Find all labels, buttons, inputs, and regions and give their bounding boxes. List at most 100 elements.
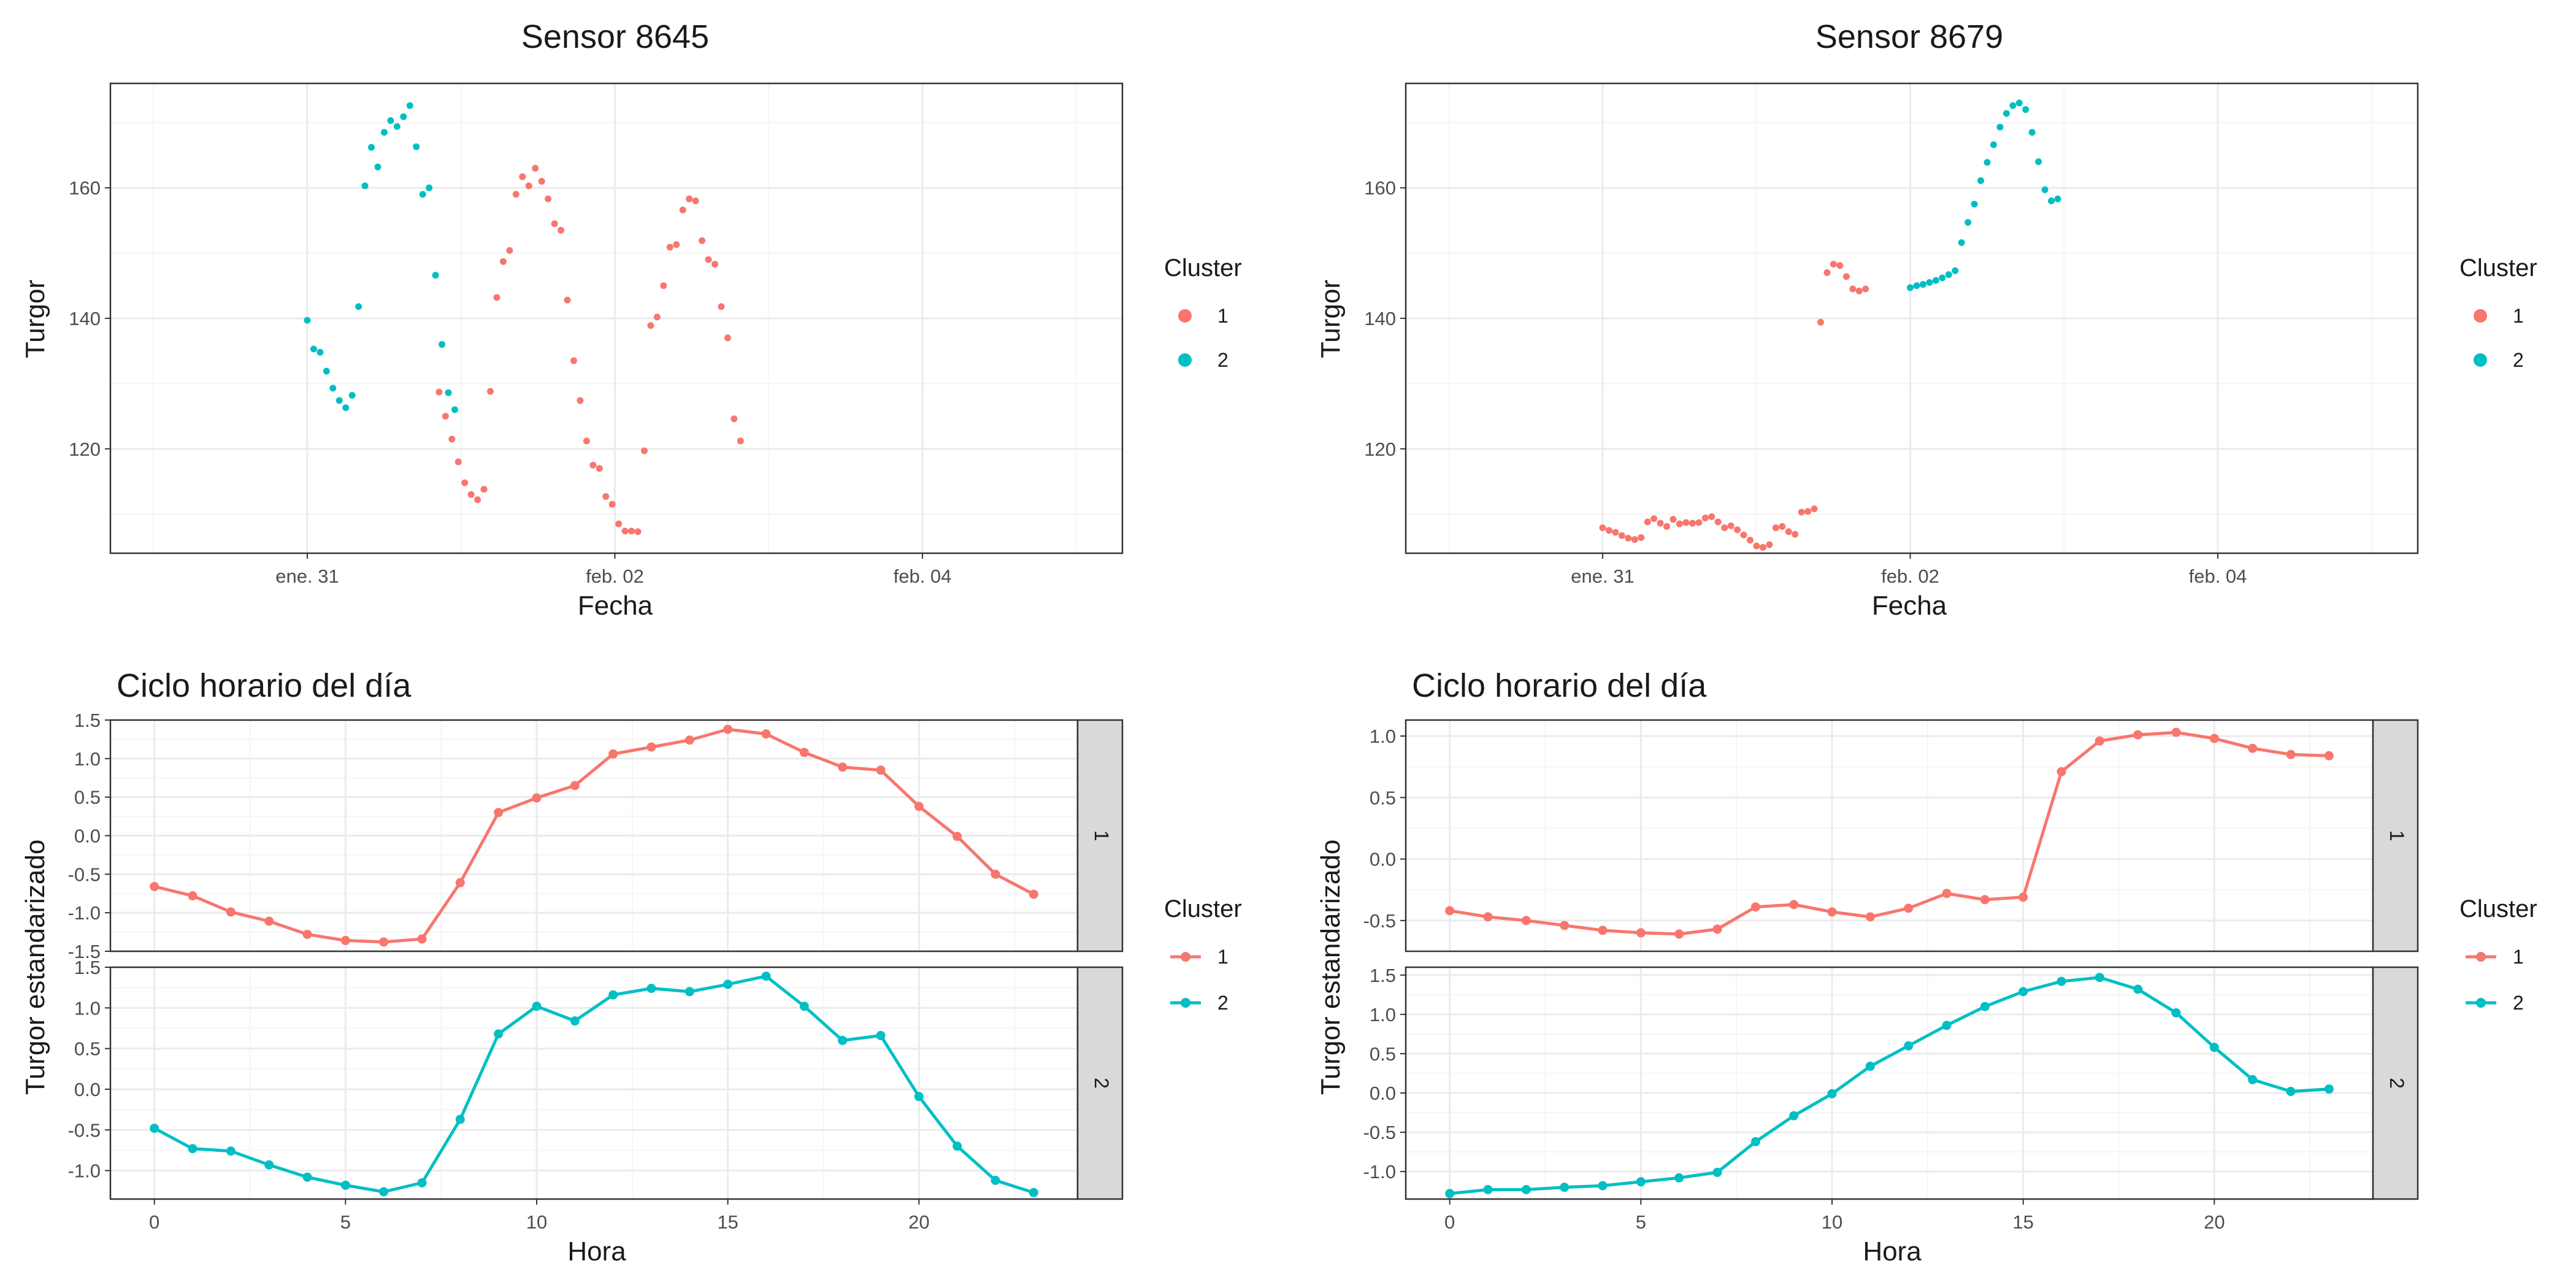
data-point-cluster-2 <box>1598 1181 1608 1190</box>
legend-key-1 <box>2474 309 2487 323</box>
data-point-cluster-1 <box>1942 889 1952 899</box>
data-point-cluster-1 <box>761 729 771 739</box>
y-tick-label: 120 <box>69 439 101 460</box>
y-tick-label: 0.5 <box>1370 787 1396 808</box>
x-tick-label: ene. 31 <box>275 565 339 587</box>
data-point-cluster-1 <box>525 182 532 190</box>
y-tick-label: -0.5 <box>68 1119 101 1141</box>
data-point-cluster-2 <box>2286 1086 2296 1096</box>
data-point-cluster-2 <box>914 1092 924 1102</box>
data-point-cluster-1 <box>1830 261 1837 268</box>
data-point-cluster-1 <box>570 357 577 364</box>
data-point-cluster-1 <box>724 334 731 342</box>
data-point-cluster-1 <box>876 765 886 775</box>
y-tick-label: 0.0 <box>1370 1083 1396 1104</box>
data-point-cluster-1 <box>532 164 539 172</box>
data-point-cluster-2 <box>2133 984 2143 994</box>
data-point-cluster-2 <box>310 345 317 353</box>
data-point-cluster-2 <box>2015 99 2023 107</box>
data-point-cluster-1 <box>2018 892 2028 902</box>
data-point-cluster-1 <box>487 388 494 395</box>
x-axis-title: Fecha <box>578 591 653 621</box>
data-point-cluster-1 <box>1817 318 1824 326</box>
data-point-cluster-2 <box>2054 195 2061 202</box>
panel-background <box>1406 967 2373 1199</box>
chart-ciclo8645: Ciclo horario del día -1.5 -1.0 -0.5 0.0 0.5… <box>20 667 1242 1267</box>
y-tick-label: -0.5 <box>1363 910 1396 932</box>
data-point-cluster-1 <box>1714 518 1722 526</box>
y-tick-label: -1.5 <box>68 941 101 962</box>
x-axis-title: Fecha <box>1872 591 1947 621</box>
data-point-cluster-2 <box>2022 106 2030 113</box>
data-point-cluster-1 <box>1483 912 1493 922</box>
x-tick-label: feb. 02 <box>586 565 644 587</box>
data-point-cluster-1 <box>1445 906 1455 916</box>
data-point-cluster-1 <box>621 527 629 535</box>
data-point-cluster-2 <box>570 1016 580 1026</box>
panel-background <box>1406 720 2373 951</box>
data-point-cluster-1 <box>1721 524 1728 532</box>
data-point-cluster-1 <box>647 322 654 329</box>
data-point-cluster-1 <box>1849 285 1857 293</box>
chart-ciclo8679: Ciclo horario del día -0.5 0.0 0.5 1.0 1 -1.0… <box>1316 667 2537 1267</box>
x-tick-label: 10 <box>1822 1211 1842 1233</box>
data-point-cluster-2 <box>340 1180 350 1190</box>
data-point-cluster-2 <box>1560 1183 1570 1192</box>
x-tick-label: 15 <box>2012 1211 2033 1233</box>
data-point-cluster-2 <box>1789 1111 1799 1121</box>
data-point-cluster-1 <box>1862 285 1869 293</box>
data-point-cluster-1 <box>1980 895 1990 905</box>
data-point-cluster-2 <box>368 144 375 151</box>
data-point-cluster-1 <box>602 493 610 500</box>
data-point-cluster-2 <box>1952 267 1959 274</box>
x-tick-label: feb. 04 <box>894 565 952 587</box>
x-axis-title: Hora <box>567 1236 626 1267</box>
series-line-cluster-2 <box>1449 976 2329 1195</box>
data-point-cluster-1 <box>558 226 565 234</box>
data-point-cluster-1 <box>686 195 693 202</box>
data-point-cluster-1 <box>953 832 962 841</box>
x-tick-label: 0 <box>149 1211 159 1233</box>
data-point-cluster-2 <box>876 1030 886 1040</box>
y-tick-label: 0.5 <box>74 1038 101 1060</box>
data-point-cluster-1 <box>1712 924 1722 934</box>
facet-strip <box>2372 966 2419 1200</box>
data-point-cluster-1 <box>2324 751 2334 761</box>
data-point-cluster-2 <box>329 385 337 392</box>
data-point-cluster-2 <box>1945 271 1952 278</box>
data-point-cluster-1 <box>1638 534 1645 541</box>
data-point-cluster-2 <box>1984 159 1991 166</box>
data-point-cluster-2 <box>393 123 401 130</box>
data-point-cluster-1 <box>718 303 725 310</box>
data-point-cluster-1 <box>2133 730 2143 740</box>
legend-key-2-point <box>2476 998 2486 1008</box>
data-point-cluster-1 <box>150 881 159 891</box>
data-point-cluster-2 <box>379 1187 389 1197</box>
data-point-cluster-2 <box>188 1144 197 1154</box>
data-point-cluster-2 <box>1636 1177 1646 1187</box>
data-point-cluster-1 <box>379 937 389 947</box>
data-point-cluster-2 <box>608 990 618 1000</box>
legend-title: Cluster <box>1164 895 1242 922</box>
data-point-cluster-2 <box>1980 1002 1990 1011</box>
y-tick-label: 1.0 <box>1370 1004 1396 1025</box>
data-point-cluster-2 <box>2035 158 2042 166</box>
data-point-cluster-2 <box>387 117 394 125</box>
data-point-cluster-2 <box>723 979 733 989</box>
data-point-cluster-2 <box>2324 1084 2334 1094</box>
data-point-cluster-1 <box>340 935 350 945</box>
legend-label-1: 1 <box>2513 305 2524 327</box>
data-point-cluster-1 <box>2248 743 2258 753</box>
x-axis-title: Hora <box>1863 1236 1922 1267</box>
legend-title: Cluster <box>2459 895 2537 922</box>
data-point-cluster-1 <box>838 762 848 772</box>
data-point-cluster-2 <box>1996 123 2004 131</box>
y-axis-title: Turgor <box>20 280 50 358</box>
data-point-cluster-2 <box>1942 1021 1952 1030</box>
data-point-cluster-2 <box>406 102 413 109</box>
x-tick-label: 0 <box>1444 1211 1455 1233</box>
data-point-cluster-2 <box>304 316 311 324</box>
y-tick-label: 0.0 <box>74 826 101 847</box>
data-point-cluster-2 <box>316 348 324 356</box>
